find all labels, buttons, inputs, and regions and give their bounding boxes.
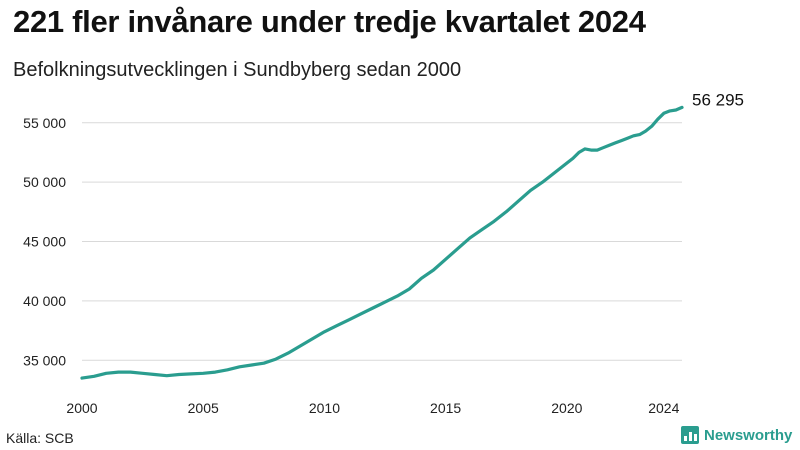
y-tick-label: 45 000 [23, 234, 66, 250]
source-note: Källa: SCB [6, 430, 74, 446]
grid-lines [82, 122, 682, 361]
chart-subtitle: Befolkningsutvecklingen i Sundbyberg sed… [13, 59, 462, 81]
y-tick-label: 35 000 [23, 352, 66, 368]
end-labels: 56 295 [692, 90, 744, 109]
x-tick-label: 2010 [309, 400, 340, 416]
x-axis-ticks: 2000 2005 2010 2015 2020 2024 [66, 400, 679, 416]
y-axis-ticks: 35 000 40 000 45 000 50 000 55 000 [23, 115, 66, 369]
bar-chart-icon [681, 426, 699, 444]
series-lines [80, 105, 684, 380]
series-line [80, 105, 684, 380]
brand-name: Newsworthy [704, 426, 793, 444]
x-tick-label: 2020 [551, 400, 582, 416]
x-tick-label: 2015 [430, 400, 461, 416]
newsworthy-logo: Newsworthy [681, 426, 792, 444]
x-tick-label: 2024 [648, 400, 679, 416]
y-tick-label: 40 000 [23, 293, 66, 309]
x-tick-label: 2000 [66, 400, 97, 416]
chart-title: 221 fler invånare under tredje kvartalet… [13, 4, 646, 39]
end-value-label: 56 295 [692, 90, 744, 109]
y-tick-label: 55 000 [23, 115, 66, 131]
x-tick-label: 2005 [188, 400, 219, 416]
y-tick-label: 50 000 [23, 174, 66, 190]
